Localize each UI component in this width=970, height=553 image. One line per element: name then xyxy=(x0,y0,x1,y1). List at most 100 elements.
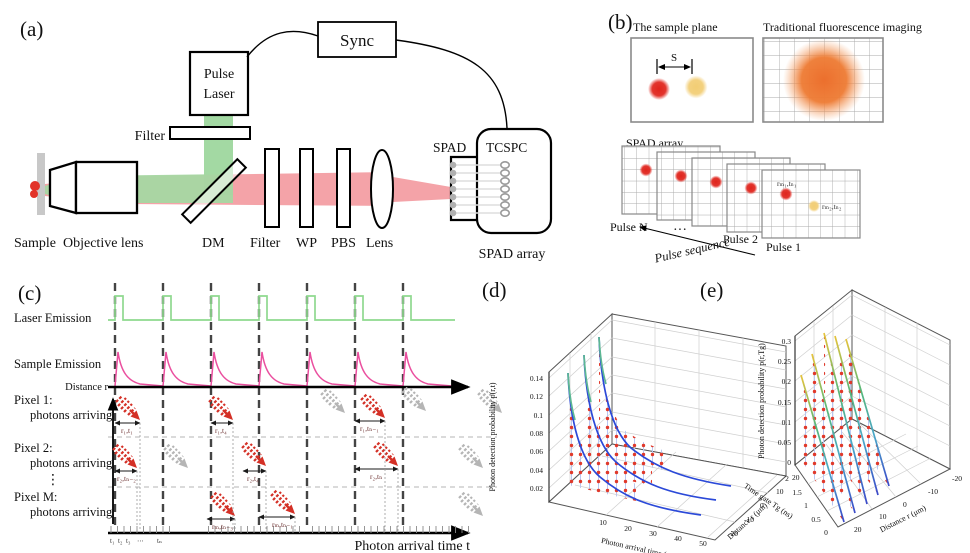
pixel-vdots: ⋮ xyxy=(46,473,60,488)
e-gate-lines xyxy=(800,332,890,523)
pulse-frame-1: rₘ₁,tₙ₁ rₘ₂,tₙ₂ xyxy=(761,169,861,239)
spad-label: SPAD xyxy=(433,140,467,155)
arrival-event-labels: r₁,t₁ r₁,t₄ r₁,tₙ₋₁ r₂,tₙ₋₂ r₂,t₄ r₂,tₙ … xyxy=(117,424,382,531)
sync-label: Sync xyxy=(340,31,374,50)
pixelM-sublabel: photons arriving xyxy=(30,505,113,519)
d-ytick-008: 0.08 xyxy=(530,429,543,438)
sample-label: Sample xyxy=(14,236,56,251)
event-pMb: rₘ,tₙ₋₁ xyxy=(272,520,293,529)
e-xtick-05: 0.5 xyxy=(811,515,821,524)
spad-channel-wires xyxy=(456,164,500,214)
event-pMa: rₘ,tₙ₋₃ xyxy=(212,522,233,531)
time-axis-tick-clusters xyxy=(109,526,469,533)
traditional-title: Traditional fluorescence imaging xyxy=(763,20,922,34)
e-ztick--20: -20 xyxy=(952,474,962,483)
e-x-label: Time gate Tg (ns) xyxy=(742,481,795,521)
d-ztick--10: -10 xyxy=(744,515,754,524)
pixelM-label: Pixel M: xyxy=(14,490,57,504)
excitation-filter xyxy=(169,126,251,140)
event-p2c: r₂,tₙ xyxy=(370,472,382,481)
d-z-ticks: -20 -10 0 10 20 xyxy=(728,473,800,538)
laser-emission-label: Laser Emission xyxy=(14,311,92,325)
panel-c-timing-diagram: (c) t₁ t₂ t₃ ⋯ tₙ Laser Emission Sample … xyxy=(14,281,504,553)
d-ytick-004: 0.04 xyxy=(530,466,543,475)
arrival-droplines xyxy=(136,421,399,531)
photon-packets-gray xyxy=(162,385,504,518)
blurred-psf-blob xyxy=(783,39,865,121)
sample-specimen xyxy=(30,181,40,198)
e-xtick-2: 2 xyxy=(785,474,789,483)
panel-e-tag: (e) xyxy=(700,278,723,302)
spad-pixel-dots xyxy=(449,161,457,217)
pixel2-sublabel: photons arriving xyxy=(30,456,113,470)
e-ytick-025: 0.25 xyxy=(778,357,791,366)
detection-label-2: rₘ₂,tₙ₂ xyxy=(822,202,842,211)
panel-a-tag: (a) xyxy=(20,17,43,41)
d-ytick-002: 0.02 xyxy=(530,484,543,493)
sample-slide xyxy=(37,153,45,215)
d-decay-curves xyxy=(567,336,732,516)
sample-emission-label: Sample Emission xyxy=(14,357,102,371)
distance-axis-label: Distance r xyxy=(65,382,108,393)
tcspc-label: TCSPC xyxy=(486,140,527,155)
e-y-label: Photon detection probability p(r,Tg) xyxy=(757,343,766,459)
event-p1c: r₁,tₙ₋₁ xyxy=(360,424,379,433)
pulse-n-label: Pulse N xyxy=(610,220,648,234)
traditional-imaging-box xyxy=(762,37,884,123)
filter-label: Filter xyxy=(250,236,281,251)
emitter-red xyxy=(648,78,670,100)
pixel1-label: Pixel 1: xyxy=(14,393,53,407)
e-ytick-01: 0.1 xyxy=(782,418,792,427)
separation-label: S xyxy=(671,52,677,64)
panel-d-tag: (d) xyxy=(482,278,507,302)
pixel-row-separators xyxy=(108,436,497,488)
detection-label-1: rₘ₁,tₙ₁ xyxy=(777,179,797,188)
tick-t3: t₃ xyxy=(126,537,131,545)
d-xtick-50: 50 xyxy=(699,539,707,548)
e-xtick-0: 0 xyxy=(824,528,828,537)
panel-c-tag: (c) xyxy=(18,281,41,305)
dm-label: DM xyxy=(202,236,225,251)
d-ytick-006: 0.06 xyxy=(530,447,543,456)
sample-plane-title: The sample plane xyxy=(633,20,718,34)
d-xtick-10: 10 xyxy=(599,518,607,527)
collection-lens xyxy=(370,149,394,229)
e-z-ticks: 20 10 0 -10 -20 xyxy=(854,474,962,534)
e-ztick-10: 10 xyxy=(879,512,887,521)
d-ytick-012: 0.12 xyxy=(530,392,543,401)
sync-box xyxy=(317,21,397,58)
separation-dimension: S xyxy=(656,52,693,74)
polarizing-beamsplitter xyxy=(336,148,351,228)
d-y-ticks: 0.14 0.12 0.1 0.08 0.06 0.04 0.02 xyxy=(530,374,543,493)
emission-filter xyxy=(264,148,280,228)
e-ztick-0: 0 xyxy=(903,500,907,509)
tcspc-coils xyxy=(499,161,510,218)
sync-wire-right xyxy=(395,39,508,129)
tick-t2: t₂ xyxy=(118,537,123,545)
e-ytick-0: 0 xyxy=(787,458,791,467)
pixel1-sublabel: photons arriving xyxy=(30,408,113,422)
laser-emission-trace xyxy=(108,295,455,321)
event-p2b: r₂,t₄ xyxy=(247,474,259,483)
tick-tn: tₙ xyxy=(157,537,162,545)
e-y-ticks: 0.3 0.25 0.2 0.15 0.1 0.05 0 xyxy=(778,337,791,467)
event-p1a: r₁,t₁ xyxy=(121,426,133,435)
wp-label: WP xyxy=(296,236,317,251)
d-ztick-10: 10 xyxy=(776,487,784,496)
panel-e-3d-gate-plot: (e) 0.3 0.25 0.2 0.15 0.1 0.05 0 Photon … xyxy=(700,278,962,537)
d-xtick-20: 20 xyxy=(624,524,632,533)
e-xtick-1: 1 xyxy=(804,501,808,510)
time-tick-labels: t₁ t₂ t₃ ⋯ tₙ xyxy=(110,537,162,545)
objective-lens xyxy=(48,160,139,215)
pulse-2-label: Pulse 2 xyxy=(723,232,758,246)
pixel2-label: Pixel 2: xyxy=(14,441,53,455)
event-p1b: r₁,t₄ xyxy=(215,426,227,435)
panel-a-optical-setup: (a) Filter xyxy=(14,17,553,262)
d-ztick-20: 20 xyxy=(792,473,800,482)
d-xtick-40: 40 xyxy=(674,534,682,543)
emitter-yellow xyxy=(684,75,708,99)
pulse-laser-box xyxy=(188,50,250,117)
d-x-ticks: 10 20 30 40 50 xyxy=(599,518,707,548)
pulse-ellipsis: ··· xyxy=(673,223,687,238)
